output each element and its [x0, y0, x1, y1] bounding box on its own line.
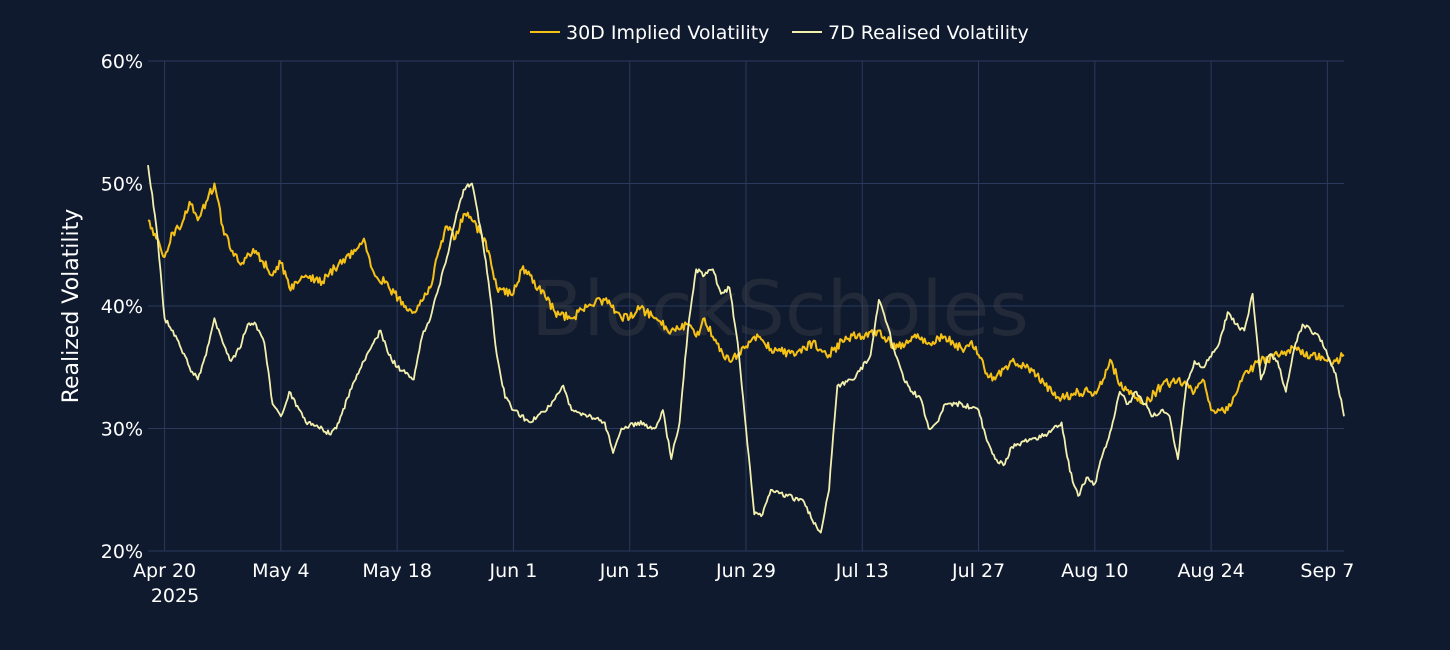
y-tick-label: 50%: [101, 174, 143, 196]
x-tick-label: May 4: [252, 560, 309, 582]
y-tick-label: 40%: [101, 296, 143, 318]
x-tick-label: Jun 1: [489, 560, 538, 582]
grid-layer: [148, 60, 1344, 552]
y-axis-title: Realized Volatility: [59, 209, 84, 404]
x-tick-label: Jun 15: [599, 560, 660, 582]
y-tick-label: 60%: [101, 51, 143, 73]
x-tick-label: Sep 7: [1300, 560, 1354, 582]
series-line: [147, 164, 1345, 534]
y-axis-ticks: 20% 30% 40% 50% 60%: [101, 51, 143, 563]
x-axis-ticks: Apr 20 May 4 May 18 Jun 1 Jun 15 Jun 29 Jul 13…: [133, 560, 1354, 582]
legend-label: 7D Realised Volatility: [828, 22, 1029, 44]
x-tick-label: Jun 29: [715, 560, 776, 582]
y-tick-label: 20%: [101, 541, 143, 563]
x-tick-label: Aug 10: [1061, 560, 1128, 582]
x-tick-label: Aug 24: [1177, 560, 1244, 582]
x-tick-label: May 18: [362, 560, 432, 582]
x-tick-label: Jul 27: [951, 560, 1005, 582]
x-tick-label: Jul 13: [835, 560, 889, 582]
legend[interactable]: 30D Implied Volatility 7D Realised Volati…: [530, 22, 1029, 44]
legend-label: 30D Implied Volatility: [566, 22, 769, 44]
legend-item[interactable]: 7D Realised Volatility: [792, 22, 1029, 44]
y-tick-label: 30%: [101, 419, 143, 441]
watermark-text: BlockScholes: [531, 264, 1029, 353]
legend-item[interactable]: 30D Implied Volatility: [530, 22, 769, 44]
x-tick-label: Apr 20: [133, 560, 196, 582]
series-layer: [147, 164, 1345, 534]
x-axis-year-label: 2025: [151, 585, 199, 607]
